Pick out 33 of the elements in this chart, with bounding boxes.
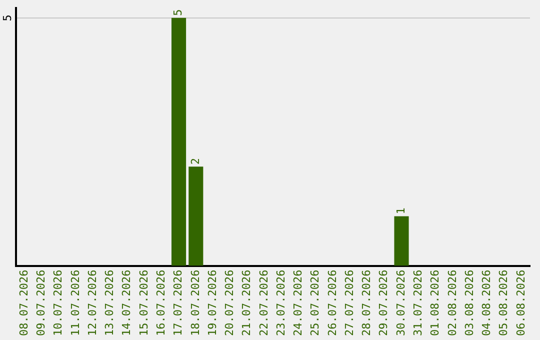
x-tick-label: 17.07.2026 bbox=[172, 270, 185, 336]
data-label: 2 bbox=[188, 158, 202, 165]
x-tick-label: 14.07.2026 bbox=[120, 270, 134, 336]
x-tick-label: 11.07.2026 bbox=[68, 270, 82, 336]
x-tick-label: 02.08.2026 bbox=[446, 270, 459, 336]
x-tick-label: 15.07.2026 bbox=[137, 270, 150, 336]
x-tick-label: 31.07.2026 bbox=[411, 270, 424, 336]
x-tick-label: 29.07.2026 bbox=[377, 270, 390, 336]
x-tick-label: 05.08.2026 bbox=[497, 270, 510, 336]
x-tick-label: 08.07.2026 bbox=[17, 270, 30, 336]
x-tick-label: 01.08.2026 bbox=[428, 270, 442, 336]
x-tick-label: 06.08.2026 bbox=[514, 270, 528, 336]
x-tick-label: 10.07.2026 bbox=[52, 270, 65, 336]
x-tick-label: 26.07.2026 bbox=[326, 270, 339, 336]
data-label: 1 bbox=[394, 208, 408, 214]
x-tick-label: 25.07.2026 bbox=[308, 270, 322, 336]
data-label: 5 bbox=[172, 9, 185, 16]
x-tick-label: 12.07.2026 bbox=[86, 270, 99, 336]
x-tick-label: 04.08.2026 bbox=[480, 270, 494, 336]
x-tick-label: 30.07.2026 bbox=[394, 270, 408, 336]
x-tick-label: 27.07.2026 bbox=[342, 270, 356, 336]
x-tick-label: 21.07.2026 bbox=[240, 270, 254, 336]
x-tick-label: 28.07.2026 bbox=[360, 270, 374, 336]
x-tick-label: 16.07.2026 bbox=[154, 270, 168, 336]
x-tick-label: 03.08.2026 bbox=[462, 270, 476, 336]
x-tick-label: 19.07.2026 bbox=[206, 270, 219, 336]
x-tick-label: 13.07.2026 bbox=[103, 270, 116, 336]
x-tick-label: 23.07.2026 bbox=[274, 270, 288, 336]
x-tick-label: 18.07.2026 bbox=[188, 270, 202, 336]
x-tick-label: 22.07.2026 bbox=[257, 270, 270, 336]
x-tick-label: 20.07.2026 bbox=[223, 270, 236, 336]
x-tick-label: 24.07.2026 bbox=[292, 270, 305, 336]
x-tick-label: 09.07.2026 bbox=[34, 270, 48, 336]
